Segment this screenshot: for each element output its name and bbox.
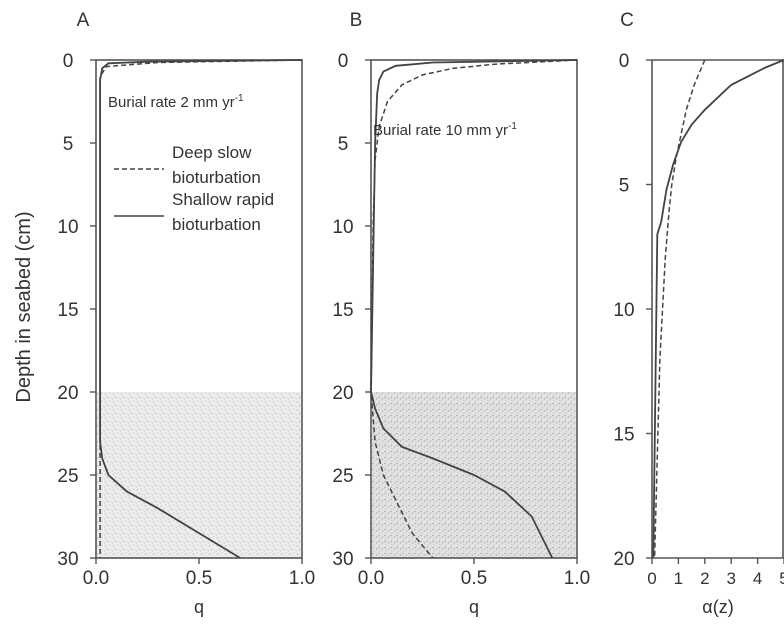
y-tick-label: 5 [619,176,630,197]
x-tick-label: 1 [674,569,683,588]
x-tick-label: 5 [779,569,784,588]
legend-label-line: Shallow rapid [172,190,274,209]
y-tick-label: 15 [613,425,634,446]
x-tick-label: 0.5 [461,568,487,589]
y-tick-label: 20 [613,549,634,570]
x-tick-label: 0.0 [358,568,384,589]
panel-label: A [77,10,90,31]
series-line-shallow-rapid [99,59,303,559]
panel-b: 0 5 10 15 20 25 300.0 0.5 1.0 q B Burial rate 10 mm… [332,10,590,617]
shaded-region [97,392,301,558]
x-tick-label: 0.5 [186,568,212,589]
y-tick-label: 25 [57,466,78,487]
annotation-burial-rate: Burial rate 10 mm yr-1 [373,121,517,139]
legend-label-line: Deep slow [172,143,252,162]
series-line-deep-slow [653,59,706,559]
y-tick-label: 20 [332,383,353,404]
y-tick-label: 30 [332,549,353,570]
panel-c: 05101520012345α(z)C [613,10,784,617]
x-axis-title: q [194,597,204,617]
x-tick-label: 3 [726,569,735,588]
x-tick-label: 0.0 [83,568,109,589]
y-axis-title: Depth in seabed (cm) [13,211,35,402]
legend-label-line: bioturbation [172,168,261,187]
y-tick-label: 30 [57,549,78,570]
x-tick-label: 1.0 [564,568,590,589]
x-tick-label: 2 [700,569,709,588]
y-tick-label: 10 [57,217,78,238]
x-tick-label: 1.0 [289,568,315,589]
y-tick-label: 15 [332,300,353,321]
y-tick-label: 0 [338,51,349,72]
x-axis-title: q [469,597,479,617]
panel-label: B [350,10,363,31]
y-tick-label: 10 [332,217,353,238]
y-tick-label: 0 [619,51,630,72]
legend-label-line: bioturbation [172,215,261,234]
y-tick-label: 25 [332,466,353,487]
series-line-shallow-rapid [652,59,784,559]
y-tick-label: 0 [63,51,74,72]
y-tick-label: 20 [57,383,78,404]
y-tick-label: 10 [613,300,634,321]
y-tick-label: 15 [57,300,78,321]
y-tick-label: 5 [63,134,74,155]
x-axis-title: α(z) [702,597,733,617]
y-tick-label: 5 [338,134,349,155]
annotation-burial-rate: Burial rate 2 mm yr-1 [108,93,244,111]
panel-label: C [620,10,634,31]
series-line-shallow-rapid [370,59,578,559]
x-tick-label: 4 [753,569,762,588]
panel-a: 0 5 10 15 20 25 300.0 0.5 1.0 q A Burial rate 2 mm … [57,10,315,617]
x-tick-label: 0 [647,569,656,588]
